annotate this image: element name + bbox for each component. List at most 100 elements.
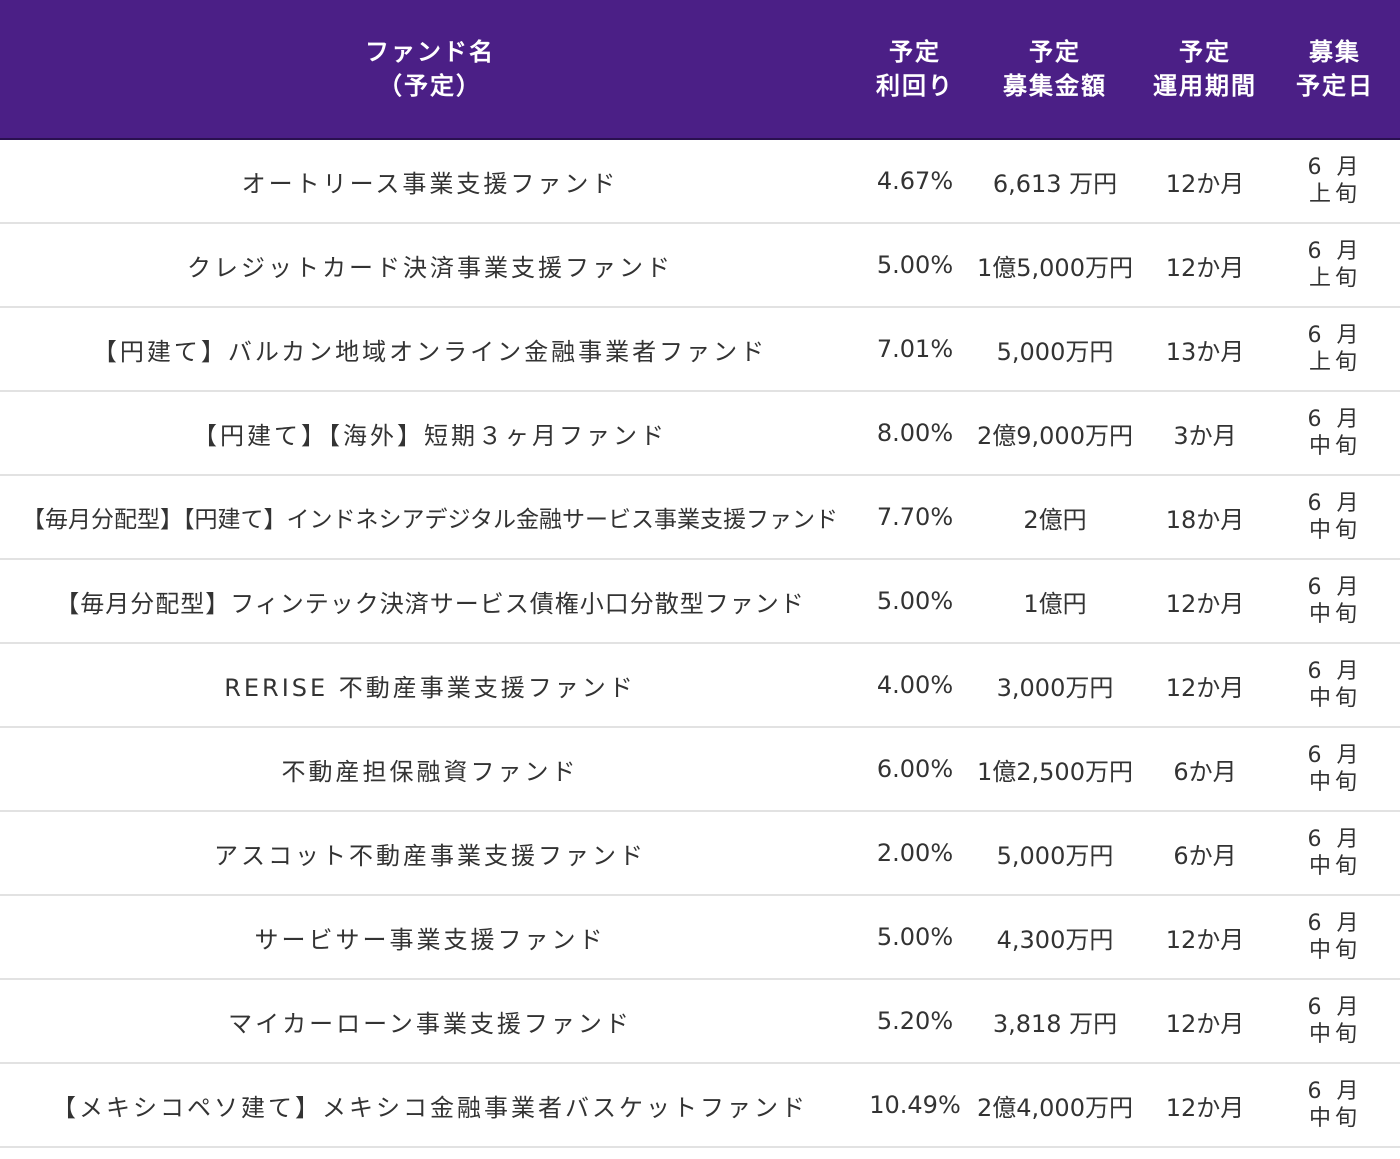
date-cell: 6 月 中旬 [1270,490,1400,544]
date-cell: 6 月 上旬 [1270,154,1400,208]
yield-cell: 7.01% [876,335,954,363]
header-date-line1: 募集 [1309,38,1361,66]
date-month: 6 月 [1307,155,1363,180]
table-row: クレジットカード決済事業支援ファンド 5.00% 1億5,000万円 12か月 … [0,224,1400,308]
date-cell: 6 月 中旬 [1270,742,1400,796]
header-date-line2: 予定日 [1296,72,1374,100]
amount-cell: 5,000万円 [996,337,1114,366]
date-part: 中旬 [1308,770,1361,795]
date-part: 中旬 [1308,518,1361,543]
period-cell: 12か月 [1165,1009,1245,1038]
fund-name-cell: マイカーローン事業支援ファンド [228,1009,632,1038]
yield-cell: 5.00% [876,587,954,615]
fund-name-cell: オートリース事業支援ファンド [241,169,619,198]
fund-name-cell: 【メキシコペソ建て】メキシコ金融事業者バスケットファンド [52,1093,808,1122]
table-row: 【円建て】バルカン地域オンライン金融事業者ファンド 7.01% 5,000万円 … [0,308,1400,392]
fund-name-cell: 不動産担保融資ファンド [281,757,579,786]
date-part: 中旬 [1308,1106,1361,1131]
table-row: 不動産担保融資ファンド 6.00% 1億2,500万円 6か月 6 月 中旬 [0,728,1400,812]
date-part: 中旬 [1308,602,1361,627]
header-fund-name-line2: （予定） [378,72,482,100]
yield-cell: 6.00% [876,755,954,783]
date-month: 6 月 [1307,323,1363,348]
table-row: 【円建て】【海外】短期３ヶ月ファンド 8.00% 2億9,000万円 3か月 6… [0,392,1400,476]
date-cell: 6 月 中旬 [1270,1078,1400,1132]
date-month: 6 月 [1307,659,1363,684]
yield-cell: 8.00% [876,419,954,447]
period-cell: 12か月 [1165,589,1245,618]
date-month: 6 月 [1307,575,1363,600]
date-part: 中旬 [1308,854,1361,879]
date-part: 中旬 [1308,1022,1361,1047]
table-row: 【毎月分配型】【円建て】インドネシアデジタル金融サービス事業支援ファンド 7.7… [0,476,1400,560]
date-cell: 6 月 中旬 [1270,574,1400,628]
date-cell: 6 月 中旬 [1270,994,1400,1048]
header-date: 募集 予定日 [1270,0,1400,138]
table-row: 【毎月分配型】フィンテック決済サービス債権小口分散型ファンド 5.00% 1億円… [0,560,1400,644]
yield-cell: 5.00% [876,251,954,279]
date-month: 6 月 [1307,491,1363,516]
date-month: 6 月 [1307,239,1363,264]
date-month: 6 月 [1307,1079,1363,1104]
table-row: オートリース事業支援ファンド 4.67% 6,613 万円 12か月 6 月 上… [0,140,1400,224]
date-month: 6 月 [1307,995,1363,1020]
amount-cell: 1億円 [1023,589,1087,618]
date-cell: 6 月 上旬 [1270,322,1400,376]
amount-cell: 3,818 万円 [992,1009,1118,1038]
table-row: マイカーローン事業支援ファンド 5.20% 3,818 万円 12か月 6 月 … [0,980,1400,1064]
yield-cell: 4.00% [876,671,954,699]
yield-cell: 7.70% [876,503,954,531]
date-month: 6 月 [1307,407,1363,432]
period-cell: 12か月 [1165,925,1245,954]
header-amount-line1: 予定 [1029,38,1081,66]
date-part: 上旬 [1308,182,1361,207]
period-cell: 18か月 [1165,505,1245,534]
amount-cell: 1億5,000万円 [977,253,1133,282]
fund-name-cell: 【円建て】【海外】短期３ヶ月ファンド [193,421,667,450]
table-row: RERISE 不動産事業支援ファンド 4.00% 3,000万円 12か月 6 … [0,644,1400,728]
date-month: 6 月 [1307,743,1363,768]
header-amount-line2: 募集金額 [1003,72,1107,100]
yield-cell: 4.67% [876,167,954,195]
yield-cell: 5.20% [876,1007,954,1035]
amount-cell: 6,613 万円 [992,169,1118,198]
date-cell: 6 月 中旬 [1270,826,1400,880]
header-period: 予定 運用期間 [1140,0,1270,138]
table-body: オートリース事業支援ファンド 4.67% 6,613 万円 12か月 6 月 上… [0,140,1400,1148]
period-cell: 13か月 [1165,337,1245,366]
date-part: 上旬 [1308,350,1361,375]
table-row: 【メキシコペソ建て】メキシコ金融事業者バスケットファンド 10.49% 2億4,… [0,1064,1400,1148]
date-part: 中旬 [1308,938,1361,963]
period-cell: 6か月 [1173,757,1237,786]
period-cell: 3か月 [1173,421,1237,450]
amount-cell: 5,000万円 [996,841,1114,870]
date-part: 上旬 [1308,266,1361,291]
date-cell: 6 月 中旬 [1270,406,1400,460]
fund-name-cell: クレジットカード決済事業支援ファンド [187,253,673,282]
fund-name-cell: サービサー事業支援ファンド [254,925,606,954]
fund-name-cell: RERISE 不動産事業支援ファンド [224,673,636,702]
header-period-line1: 予定 [1179,38,1231,66]
amount-cell: 1億2,500万円 [977,757,1133,786]
date-month: 6 月 [1307,911,1363,936]
fund-name-cell: 【毎月分配型】フィンテック決済サービス債権小口分散型ファンド [55,589,805,618]
table-row: アスコット不動産事業支援ファンド 2.00% 5,000万円 6か月 6 月 中… [0,812,1400,896]
amount-cell: 2億円 [1023,505,1087,534]
period-cell: 6か月 [1173,841,1237,870]
yield-cell: 10.49% [869,1091,961,1119]
header-yield-line2: 利回り [876,72,954,100]
period-cell: 12か月 [1165,169,1245,198]
table-row: サービサー事業支援ファンド 5.00% 4,300万円 12か月 6 月 中旬 [0,896,1400,980]
date-part: 中旬 [1308,686,1361,711]
header-yield-line1: 予定 [889,38,941,66]
amount-cell: 3,000万円 [996,673,1114,702]
yield-cell: 2.00% [876,839,954,867]
amount-cell: 4,300万円 [996,925,1114,954]
date-cell: 6 月 上旬 [1270,238,1400,292]
fund-name-cell: アスコット不動産事業支援ファンド [214,841,646,870]
fund-name-cell: 【円建て】バルカン地域オンライン金融事業者ファンド [92,337,768,366]
amount-cell: 2億4,000万円 [977,1093,1133,1122]
period-cell: 12か月 [1165,1093,1245,1122]
date-cell: 6 月 中旬 [1270,658,1400,712]
